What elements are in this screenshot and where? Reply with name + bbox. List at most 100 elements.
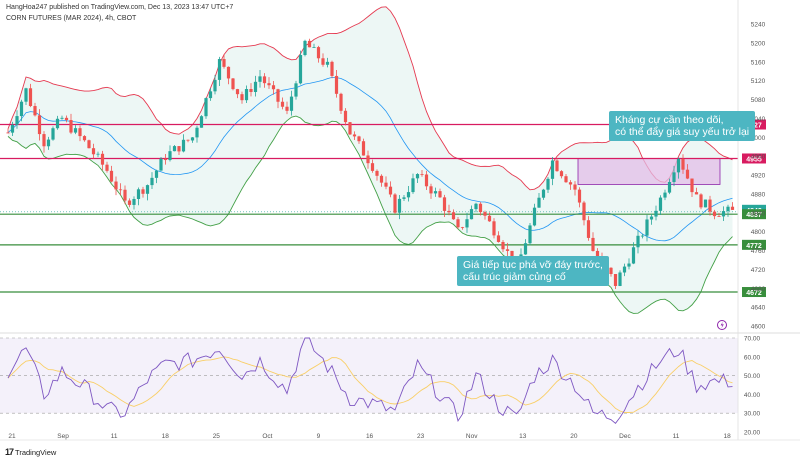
candle-body (712, 211, 717, 217)
candle (42, 131, 46, 153)
candle (658, 195, 663, 215)
candle (352, 131, 357, 141)
candle (649, 214, 654, 225)
candle-body (573, 184, 577, 190)
candle-body (424, 174, 429, 187)
candle-body (46, 139, 51, 147)
candle-body (496, 235, 501, 242)
time-tick: Oct (262, 433, 272, 440)
candle (717, 212, 721, 217)
candle (276, 88, 280, 109)
candle (334, 70, 339, 98)
candle (451, 209, 456, 220)
candle (465, 212, 469, 233)
candle-body (564, 176, 568, 183)
price-tick: 4960 (751, 154, 766, 161)
candle-body (235, 89, 240, 95)
candle (474, 202, 478, 213)
rsi-line (7, 337, 733, 424)
candle-body (325, 61, 330, 65)
candle (645, 214, 649, 242)
candle (397, 195, 402, 220)
candle (730, 202, 735, 211)
candle-body (537, 197, 541, 208)
candle-body (699, 194, 703, 208)
candle (699, 193, 703, 210)
candle (393, 193, 397, 214)
candle-body (190, 137, 195, 141)
candle-body (487, 215, 492, 222)
price-tick: 4840 (751, 210, 766, 217)
rsi-tick: 40.00 (744, 392, 761, 399)
resistance-annotation: Kháng cự cần theo dõi, có thể đẩy giá su… (609, 111, 756, 141)
candle-body (442, 197, 447, 211)
lightning-icon[interactable] (717, 320, 727, 330)
candle (271, 81, 276, 95)
candle (411, 173, 415, 194)
candle-body (433, 191, 438, 194)
price-tick: 5160 (751, 59, 766, 66)
time-tick: 18 (723, 433, 731, 440)
candle-body (177, 146, 181, 152)
candle-body (478, 203, 483, 213)
candle (240, 91, 244, 104)
candle (667, 178, 672, 195)
candle-body (271, 85, 276, 90)
level-tag-4772: 4772 (746, 243, 762, 250)
level-tag-bg (742, 239, 766, 250)
candle (357, 135, 361, 144)
time-tick: 21 (8, 433, 16, 440)
candle (96, 151, 100, 158)
candle (33, 102, 37, 117)
candle-body (172, 146, 177, 152)
candle-body (231, 78, 235, 90)
candle (141, 186, 145, 198)
candle-body (55, 118, 60, 129)
candle (177, 145, 181, 155)
candle-body (726, 206, 730, 212)
candle-body (334, 75, 339, 94)
candle-body (96, 153, 100, 155)
candle (312, 43, 316, 48)
candle (609, 267, 613, 277)
candle (46, 136, 51, 150)
candle (582, 200, 586, 226)
candle-body (429, 186, 433, 194)
candle (442, 194, 447, 218)
time-tick: Nov (466, 433, 478, 440)
candle-body (145, 185, 150, 194)
candle (289, 90, 294, 116)
candle (546, 177, 550, 193)
candle-body (19, 101, 24, 117)
candle-body (289, 96, 294, 111)
candle (267, 77, 271, 89)
candle (613, 274, 618, 289)
price-tick: 4800 (751, 229, 766, 236)
rsi-tick: 20.00 (744, 430, 761, 437)
candle-body (469, 209, 474, 220)
candle (303, 39, 307, 57)
candle (438, 188, 442, 198)
candle (69, 113, 73, 135)
price-tick: 5120 (751, 78, 766, 85)
candle-body (267, 83, 271, 86)
candle-body (451, 212, 456, 220)
candle-body (370, 163, 375, 171)
candle (424, 170, 429, 191)
candle-body (240, 94, 244, 101)
candle-body (393, 194, 397, 213)
candle-body (613, 274, 618, 286)
candle (280, 97, 285, 110)
candle-body (384, 182, 388, 187)
candle-body (154, 170, 159, 178)
candle (447, 204, 451, 216)
candle-body (298, 55, 303, 84)
candle-body (438, 191, 442, 198)
candle (703, 199, 708, 208)
candle (460, 226, 465, 230)
candle (168, 145, 172, 162)
candle (487, 212, 492, 222)
candle (339, 92, 343, 115)
candle-body (64, 117, 69, 121)
